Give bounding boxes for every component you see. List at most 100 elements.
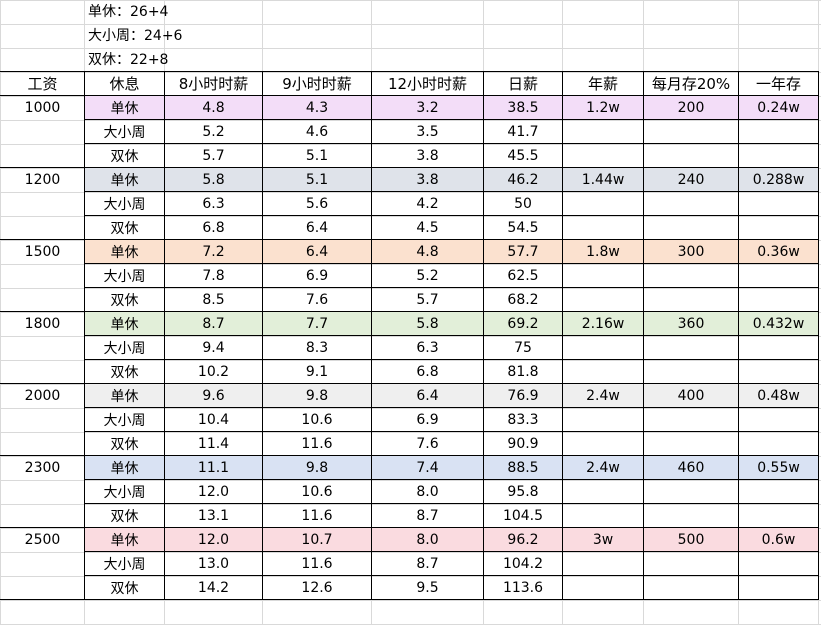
cell-rest[interactable]: 单休 [84,95,165,120]
cell-annual[interactable] [562,215,644,240]
cell-hourly-9h[interactable]: 9.8 [262,383,372,408]
cell-hourly-12h[interactable]: 9.5 [371,575,484,600]
cell-annual[interactable] [562,119,644,144]
cell-daily[interactable]: 96.2 [483,527,563,552]
cell-monthly-save[interactable]: 200 [643,95,739,120]
cell-hourly-9h[interactable]: 5.6 [262,191,372,216]
cell-hourly-9h[interactable]: 7.6 [262,287,372,312]
cell-hourly-12h[interactable]: 5.7 [371,287,484,312]
cell-hourly-12h[interactable]: 4.5 [371,215,484,240]
cell-hourly-12h[interactable]: 5.8 [371,311,484,336]
cell-rest[interactable]: 单休 [84,311,165,336]
cell-rest[interactable]: 单休 [84,383,165,408]
cell-yearly-save[interactable]: 0.55w [738,455,819,480]
cell-monthly-save[interactable] [643,191,739,216]
cell-wage[interactable]: 1800 [0,311,85,336]
cell-hourly-8h[interactable]: 10.4 [164,407,263,432]
cell-yearly-save[interactable] [738,575,819,600]
cell-monthly-save[interactable] [643,575,739,600]
cell-hourly-9h[interactable]: 11.6 [262,431,372,456]
cell-daily[interactable]: 90.9 [483,431,563,456]
cell-hourly-8h[interactable]: 12.0 [164,479,263,504]
cell-hourly-9h[interactable]: 6.4 [262,215,372,240]
cell-daily[interactable]: 45.5 [483,143,563,168]
header-hourly-8h[interactable]: 8小时时薪 [164,71,263,96]
cell-hourly-8h[interactable]: 13.0 [164,551,263,576]
cell-hourly-8h[interactable]: 9.6 [164,383,263,408]
cell-annual[interactable]: 2.4w [562,383,644,408]
header-daily[interactable]: 日薪 [483,71,563,96]
cell-hourly-12h[interactable]: 5.2 [371,263,484,288]
cell-yearly-save[interactable] [738,215,819,240]
cell-wage[interactable] [0,143,85,168]
cell-hourly-9h[interactable]: 11.6 [262,503,372,528]
cell-yearly-save[interactable]: 0.24w [738,95,819,120]
cell-hourly-12h[interactable]: 3.5 [371,119,484,144]
cell-daily[interactable]: 88.5 [483,455,563,480]
cell-monthly-save[interactable] [643,503,739,528]
cell-yearly-save[interactable]: 0.36w [738,239,819,264]
cell-daily[interactable]: 95.8 [483,479,563,504]
cell-wage[interactable] [0,191,85,216]
cell-wage[interactable] [0,119,85,144]
cell-annual[interactable]: 1.44w [562,167,644,192]
cell-hourly-12h[interactable]: 3.8 [371,167,484,192]
cell-annual[interactable] [562,143,644,168]
cell-rest[interactable]: 双休 [84,143,165,168]
cell-monthly-save[interactable] [643,431,739,456]
cell-hourly-9h[interactable]: 12.6 [262,575,372,600]
cell-yearly-save[interactable]: 0.288w [738,167,819,192]
cell-monthly-save[interactable] [643,335,739,360]
cell-yearly-save[interactable] [738,551,819,576]
cell-rest[interactable]: 单休 [84,167,165,192]
cell-monthly-save[interactable] [643,263,739,288]
cell-annual[interactable] [562,191,644,216]
cell-rest[interactable]: 大小周 [84,335,165,360]
cell-daily[interactable]: 113.6 [483,575,563,600]
cell-wage[interactable] [0,551,85,576]
cell-wage[interactable] [0,335,85,360]
note-alternate-week[interactable]: 大小周：24+6 [88,28,183,44]
header-yearly-save[interactable]: 一年存 [738,71,819,96]
cell-wage[interactable] [0,503,85,528]
cell-rest[interactable]: 单休 [84,239,165,264]
cell-yearly-save[interactable] [738,287,819,312]
cell-rest[interactable]: 双休 [84,503,165,528]
cell-annual[interactable]: 3w [562,527,644,552]
cell-hourly-9h[interactable]: 5.1 [262,143,372,168]
cell-yearly-save[interactable]: 0.48w [738,383,819,408]
cell-hourly-12h[interactable]: 6.4 [371,383,484,408]
cell-monthly-save[interactable]: 240 [643,167,739,192]
cell-hourly-9h[interactable]: 10.6 [262,479,372,504]
cell-yearly-save[interactable] [738,119,819,144]
note-double-rest[interactable]: 双休：22+8 [88,52,169,68]
cell-daily[interactable]: 69.2 [483,311,563,336]
cell-monthly-save[interactable]: 400 [643,383,739,408]
cell-hourly-12h[interactable]: 8.0 [371,479,484,504]
cell-rest[interactable]: 双休 [84,215,165,240]
header-hourly-12h[interactable]: 12小时时薪 [371,71,484,96]
cell-hourly-8h[interactable]: 13.1 [164,503,263,528]
cell-hourly-12h[interactable]: 6.8 [371,359,484,384]
cell-yearly-save[interactable] [738,263,819,288]
cell-hourly-12h[interactable]: 4.2 [371,191,484,216]
cell-hourly-9h[interactable]: 8.3 [262,335,372,360]
cell-wage[interactable]: 1200 [0,167,85,192]
cell-yearly-save[interactable] [738,191,819,216]
cell-hourly-8h[interactable]: 11.1 [164,455,263,480]
cell-hourly-8h[interactable]: 5.8 [164,167,263,192]
cell-monthly-save[interactable] [643,287,739,312]
cell-hourly-12h[interactable]: 8.7 [371,551,484,576]
cell-hourly-9h[interactable]: 4.6 [262,119,372,144]
cell-annual[interactable]: 2.4w [562,455,644,480]
cell-annual[interactable] [562,479,644,504]
cell-hourly-8h[interactable]: 6.8 [164,215,263,240]
header-monthly-save[interactable]: 每月存20% [643,71,739,96]
cell-daily[interactable]: 76.9 [483,383,563,408]
cell-rest[interactable]: 大小周 [84,551,165,576]
cell-hourly-12h[interactable]: 3.8 [371,143,484,168]
cell-daily[interactable]: 62.5 [483,263,563,288]
cell-daily[interactable]: 104.2 [483,551,563,576]
cell-hourly-8h[interactable]: 5.2 [164,119,263,144]
header-wage[interactable]: 工资 [0,71,85,96]
